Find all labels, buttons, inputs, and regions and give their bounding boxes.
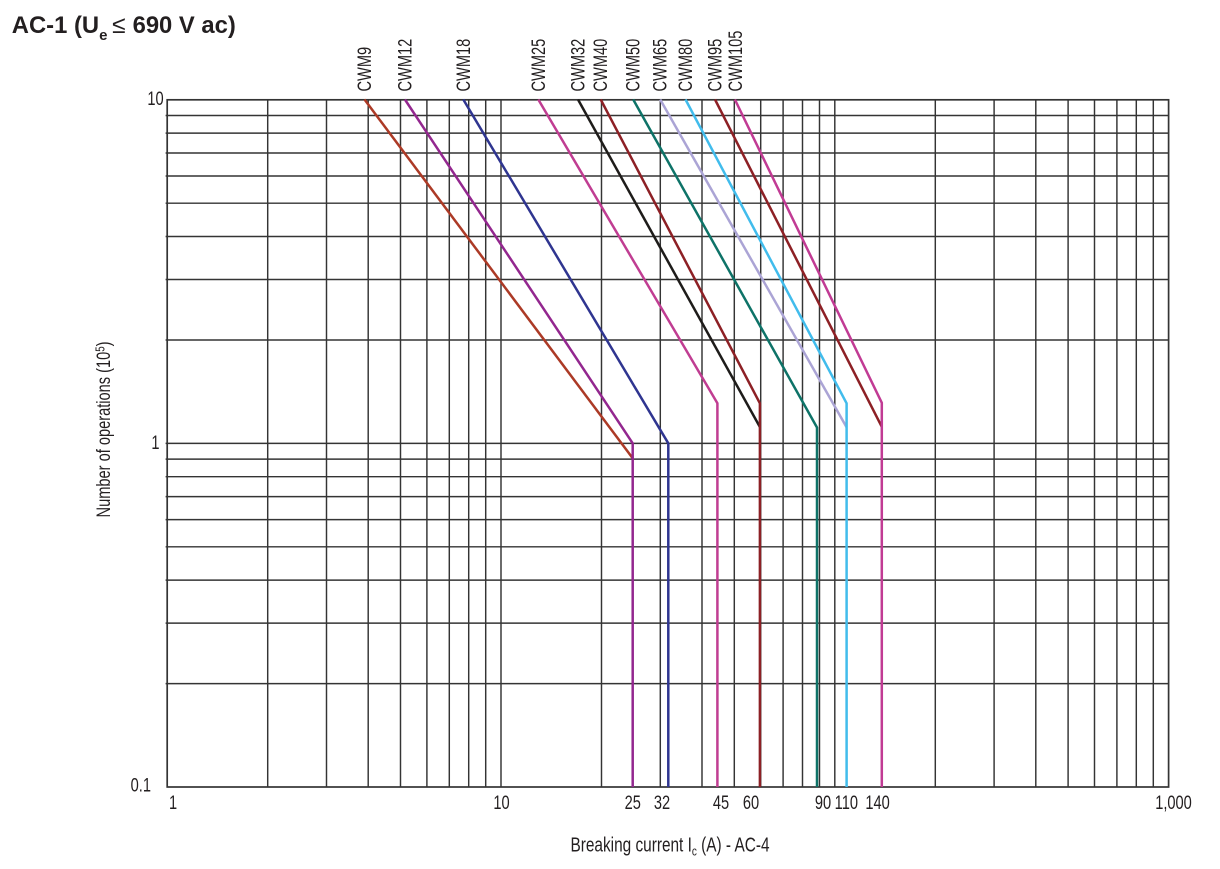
svg-text:CWM9: CWM9 <box>354 47 375 92</box>
svg-text:Number of operations (105): Number of operations (105) <box>93 342 114 518</box>
svg-text:110: 110 <box>835 792 858 813</box>
svg-text:CWM40: CWM40 <box>590 39 611 92</box>
svg-text:Breaking current Ic (A) - AC-4: Breaking current Ic (A) - AC-4 <box>570 833 769 858</box>
svg-text:CWM18: CWM18 <box>453 39 474 92</box>
svg-text:CWM12: CWM12 <box>395 39 416 92</box>
svg-text:CWM80: CWM80 <box>675 39 696 92</box>
svg-text:45: 45 <box>713 792 729 813</box>
svg-text:0.1: 0.1 <box>131 774 151 795</box>
svg-text:90: 90 <box>815 792 831 813</box>
svg-text:32: 32 <box>654 792 670 813</box>
svg-text:CWM32: CWM32 <box>568 39 589 92</box>
svg-text:140: 140 <box>865 792 889 813</box>
svg-text:10: 10 <box>493 792 509 813</box>
svg-text:CWM50: CWM50 <box>623 39 644 92</box>
svg-text:CWM95: CWM95 <box>705 39 726 92</box>
svg-text:1,000: 1,000 <box>1155 792 1192 813</box>
svg-text:10: 10 <box>147 88 163 109</box>
svg-text:1: 1 <box>151 432 159 453</box>
svg-text:CWM65: CWM65 <box>650 39 671 92</box>
svg-text:CWM25: CWM25 <box>528 39 549 92</box>
svg-text:60: 60 <box>743 792 759 813</box>
svg-text:25: 25 <box>625 792 641 813</box>
svg-text:CWM105: CWM105 <box>725 31 746 92</box>
svg-text:AC-1 (Ue ≤ 690 V ac): AC-1 (Ue ≤ 690 V ac) <box>12 12 236 44</box>
svg-text:1: 1 <box>169 792 177 813</box>
